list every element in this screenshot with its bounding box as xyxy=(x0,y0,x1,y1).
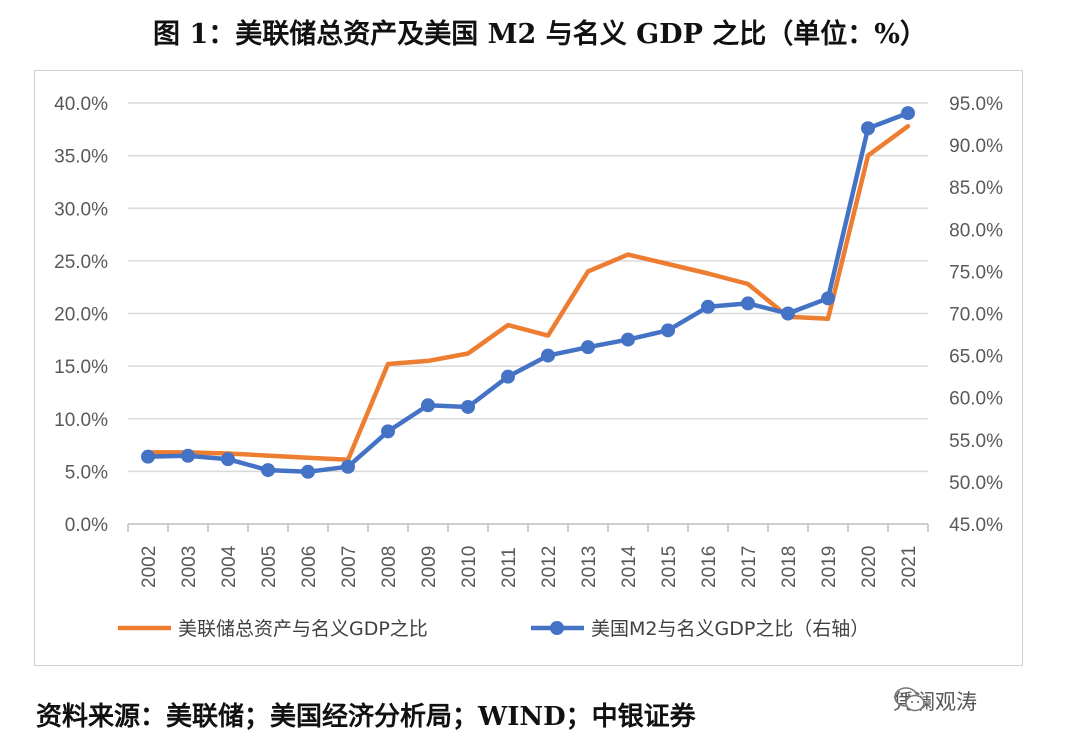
y-left-tick-label: 20.0% xyxy=(54,305,108,326)
chart-title: 图 1：美联储总资产及美国 M2 与名义 GDP 之比（单位：%） xyxy=(153,19,927,50)
x-tick-label: 2019 xyxy=(819,546,840,588)
y-right-tick-label: 55.0% xyxy=(949,431,1003,452)
series-2-point xyxy=(261,463,275,478)
x-tick-label: 2011 xyxy=(499,547,520,588)
series-2-point xyxy=(181,448,195,463)
y-left-tick-label: 40.0% xyxy=(54,94,108,115)
watermark: 凭澜观涛 xyxy=(893,686,977,716)
x-tick-label: 2012 xyxy=(539,546,560,588)
x-tick-label: 2009 xyxy=(419,546,440,588)
y-right-tick-label: 70.0% xyxy=(949,305,1003,326)
x-tick-label: 2002 xyxy=(139,546,160,588)
y-left-tick-label: 10.0% xyxy=(54,410,108,431)
x-tick-label: 2016 xyxy=(699,546,720,588)
y-right-tick-label: 75.0% xyxy=(949,262,1003,283)
legend-marker-2 xyxy=(550,621,564,635)
chart-frame xyxy=(34,70,1023,666)
series-2-point xyxy=(781,306,795,321)
y-left-tick-label: 5.0% xyxy=(65,462,108,483)
wechat-icon xyxy=(894,687,925,712)
source-note: 资料来源：美联储；美国经济分析局；WIND；中银证券 xyxy=(36,702,696,732)
series-2-point xyxy=(301,464,315,479)
x-tick-label: 2003 xyxy=(179,546,200,588)
y-left-tick-label: 15.0% xyxy=(54,357,108,378)
x-tick-label: 2005 xyxy=(259,546,280,588)
y-right-tick-label: 65.0% xyxy=(949,347,1003,368)
y-right-tick-label: 60.0% xyxy=(949,389,1003,410)
series-line-2 xyxy=(145,110,911,475)
series-2-point xyxy=(661,323,675,338)
series-2-point xyxy=(381,424,395,439)
x-tick-label: 2010 xyxy=(459,546,480,588)
y-right-tick-label: 90.0% xyxy=(949,136,1003,157)
x-tick-label: 2021 xyxy=(899,546,920,588)
y-right-tick-label: 95.0% xyxy=(949,94,1003,115)
series-2-point xyxy=(341,459,355,474)
x-tick-label: 2014 xyxy=(619,545,640,588)
legend-label-1: 美联储总资产与名义GDP之比 xyxy=(178,618,428,640)
series-2-point xyxy=(621,332,635,347)
y-left-tick-label: 30.0% xyxy=(54,199,108,220)
y-left-tick-label: 0.0% xyxy=(65,515,108,536)
series-2-point xyxy=(221,452,235,467)
series-2-point xyxy=(901,106,915,121)
series-2-point xyxy=(581,340,595,355)
series-2-point xyxy=(421,398,435,413)
legend-label-2: 美国M2与名义GDP之比（右轴） xyxy=(591,618,869,640)
y-left-tick-label: 25.0% xyxy=(54,252,108,273)
y-right-tick-label: 45.0% xyxy=(949,515,1003,536)
x-tick-label: 2008 xyxy=(379,546,400,588)
series-2-point xyxy=(821,291,835,306)
x-tick-label: 2015 xyxy=(659,546,680,588)
y-right-tick-label: 50.0% xyxy=(949,473,1003,494)
x-tick-label: 2013 xyxy=(579,546,600,588)
series-line-1 xyxy=(145,123,911,463)
series-2-point xyxy=(501,369,515,384)
x-tick-label: 2020 xyxy=(859,546,880,588)
x-tick-label: 2004 xyxy=(219,545,240,588)
y-right-tick-label: 85.0% xyxy=(949,178,1003,199)
series-2-point xyxy=(141,449,155,464)
x-tick-label: 2018 xyxy=(779,546,800,588)
x-tick-label: 2017 xyxy=(739,546,760,588)
series-2-point xyxy=(701,299,715,314)
y-right-tick-label: 80.0% xyxy=(949,220,1003,241)
series-2-point xyxy=(541,348,555,363)
x-tick-label: 2007 xyxy=(339,546,360,588)
series-2-point xyxy=(461,399,475,414)
x-tick-label: 2006 xyxy=(299,546,320,588)
series-2-point xyxy=(861,121,875,136)
y-left-tick-label: 35.0% xyxy=(54,147,108,168)
series-2-point xyxy=(741,296,755,311)
